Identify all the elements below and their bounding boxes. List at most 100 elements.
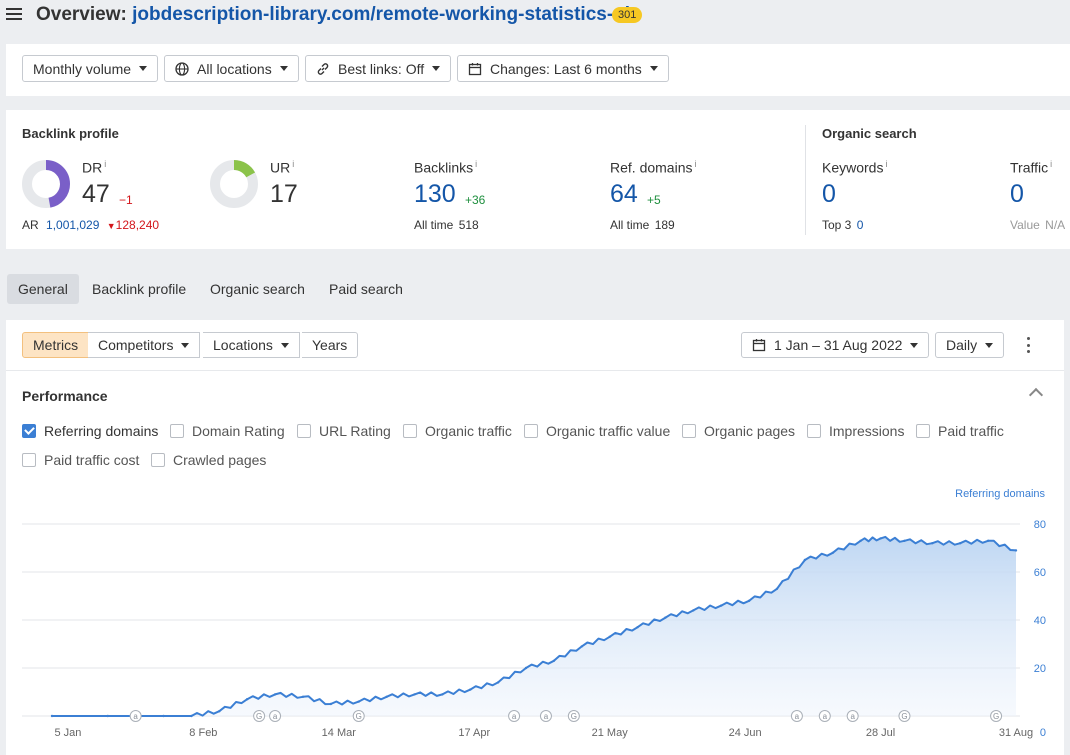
data-point[interactable]	[496, 681, 500, 684]
data-point[interactable]	[664, 616, 667, 619]
tab-general[interactable]: General	[7, 274, 79, 304]
annotation-circle[interactable]	[129, 710, 142, 722]
date-range-dropdown[interactable]: 1 Jan – 31 Aug 2022	[741, 332, 930, 358]
info-icon[interactable]: i	[885, 159, 888, 169]
annotation-circle[interactable]	[269, 710, 282, 722]
data-point[interactable]	[106, 714, 109, 718]
metric-organic-traffic-value[interactable]: Organic traffic value	[524, 423, 670, 439]
ref-domains-value[interactable]: 64	[610, 180, 638, 208]
annotation-circle[interactable]	[352, 710, 365, 722]
segment-years[interactable]: Years	[302, 332, 359, 358]
hamburger-icon[interactable]	[6, 6, 22, 22]
annotation-marker[interactable]: G	[990, 710, 1003, 722]
metric-domain-rating[interactable]: Domain Rating	[170, 423, 285, 439]
annotation-circle[interactable]	[508, 710, 521, 722]
data-point[interactable]	[831, 551, 834, 554]
data-point[interactable]	[301, 695, 305, 698]
annotation-marker[interactable]: a	[508, 710, 521, 722]
data-point[interactable]	[931, 542, 934, 545]
segment-competitors[interactable]: Competitors	[88, 332, 201, 358]
data-point[interactable]	[879, 537, 882, 540]
changes-dropdown[interactable]: Changes: Last 6 months	[457, 55, 669, 82]
info-icon[interactable]: i	[292, 159, 295, 169]
data-point[interactable]	[986, 539, 990, 542]
annotation-marker[interactable]: G	[352, 710, 365, 722]
top3-value[interactable]: 0	[856, 218, 864, 232]
data-point[interactable]	[385, 695, 388, 698]
volume-dropdown[interactable]: Monthly volume	[22, 55, 159, 82]
metric-url-rating[interactable]: URL Rating	[297, 423, 391, 439]
data-point[interactable]	[608, 635, 611, 638]
data-point[interactable]	[413, 693, 416, 696]
annotation-marker[interactable]: a	[790, 710, 803, 722]
tab-paid-search[interactable]: Paid search	[329, 281, 403, 297]
info-icon[interactable]: i	[1050, 159, 1053, 169]
checkbox[interactable]	[22, 424, 36, 438]
data-point[interactable]	[580, 645, 584, 648]
segment-metrics[interactable]: Metrics	[22, 332, 90, 358]
checkbox[interactable]	[524, 424, 538, 438]
target-url[interactable]: jobdescription-library.com/remote-workin…	[132, 4, 636, 25]
tab-organic-search[interactable]: Organic search	[210, 281, 305, 297]
annotation-circle[interactable]	[818, 710, 831, 722]
data-point[interactable]	[50, 714, 54, 718]
info-icon[interactable]: i	[694, 159, 697, 169]
data-point[interactable]	[1014, 549, 1018, 552]
annotation-marker[interactable]: a	[269, 710, 282, 722]
annotation-marker[interactable]: G	[253, 710, 266, 722]
series-line[interactable]	[52, 535, 1017, 717]
info-icon[interactable]: i	[475, 159, 478, 169]
annotation-circle[interactable]	[990, 710, 1003, 722]
data-point[interactable]	[357, 700, 360, 703]
data-point[interactable]	[162, 714, 165, 718]
checkbox[interactable]	[151, 453, 165, 467]
checkbox[interactable]	[297, 424, 311, 438]
annotation-circle[interactable]	[567, 710, 580, 722]
tab-backlink-profile[interactable]: Backlink profile	[92, 281, 187, 297]
checkbox[interactable]	[916, 424, 930, 438]
annotation-marker[interactable]: G	[567, 710, 580, 722]
annotation-circle[interactable]	[539, 710, 552, 722]
ar-value[interactable]: 1,001,029	[46, 218, 100, 232]
data-point[interactable]	[720, 604, 723, 607]
annotation-circle[interactable]	[790, 710, 803, 722]
annotation-circle[interactable]	[253, 710, 266, 722]
granularity-dropdown[interactable]: Daily	[935, 332, 1005, 358]
data-point[interactable]	[692, 609, 695, 612]
data-point[interactable]	[273, 693, 277, 696]
keywords-value[interactable]: 0	[822, 180, 836, 208]
data-point[interactable]	[469, 688, 472, 691]
checkbox[interactable]	[170, 424, 184, 438]
annotation-circle[interactable]	[898, 710, 911, 722]
more-options-icon[interactable]	[1023, 337, 1033, 353]
annotation-marker[interactable]: a	[846, 710, 859, 722]
metric-organic-traffic[interactable]: Organic traffic	[403, 423, 512, 439]
backlinks-value[interactable]: 130	[414, 180, 456, 208]
annotation-marker[interactable]: G	[898, 710, 911, 722]
data-point[interactable]	[803, 558, 807, 562]
data-point[interactable]	[329, 702, 333, 706]
checkbox[interactable]	[22, 453, 36, 467]
segment-locations[interactable]: Locations	[203, 332, 300, 358]
annotation-marker[interactable]: a	[539, 710, 552, 722]
metric-organic-pages[interactable]: Organic pages	[682, 423, 795, 439]
checkbox[interactable]	[807, 424, 821, 438]
data-point[interactable]	[552, 659, 556, 662]
annotation-marker[interactable]: a	[129, 710, 142, 722]
metric-paid-traffic-cost[interactable]: Paid traffic cost	[22, 452, 139, 468]
locations-dropdown[interactable]: All locations	[164, 55, 299, 82]
data-point[interactable]	[859, 539, 862, 542]
annotation-circle[interactable]	[846, 710, 859, 722]
data-point[interactable]	[524, 666, 528, 670]
data-point[interactable]	[959, 542, 962, 545]
metric-referring-domains[interactable]: Referring domains	[22, 423, 158, 439]
info-icon[interactable]: i	[104, 159, 107, 169]
data-point[interactable]	[441, 693, 444, 696]
data-point[interactable]	[747, 599, 751, 602]
metric-impressions[interactable]: Impressions	[807, 423, 904, 439]
metric-crawled-pages[interactable]: Crawled pages	[151, 452, 266, 468]
checkbox[interactable]	[682, 424, 696, 438]
traffic-value[interactable]: 0	[1010, 180, 1024, 208]
data-point[interactable]	[218, 710, 221, 713]
